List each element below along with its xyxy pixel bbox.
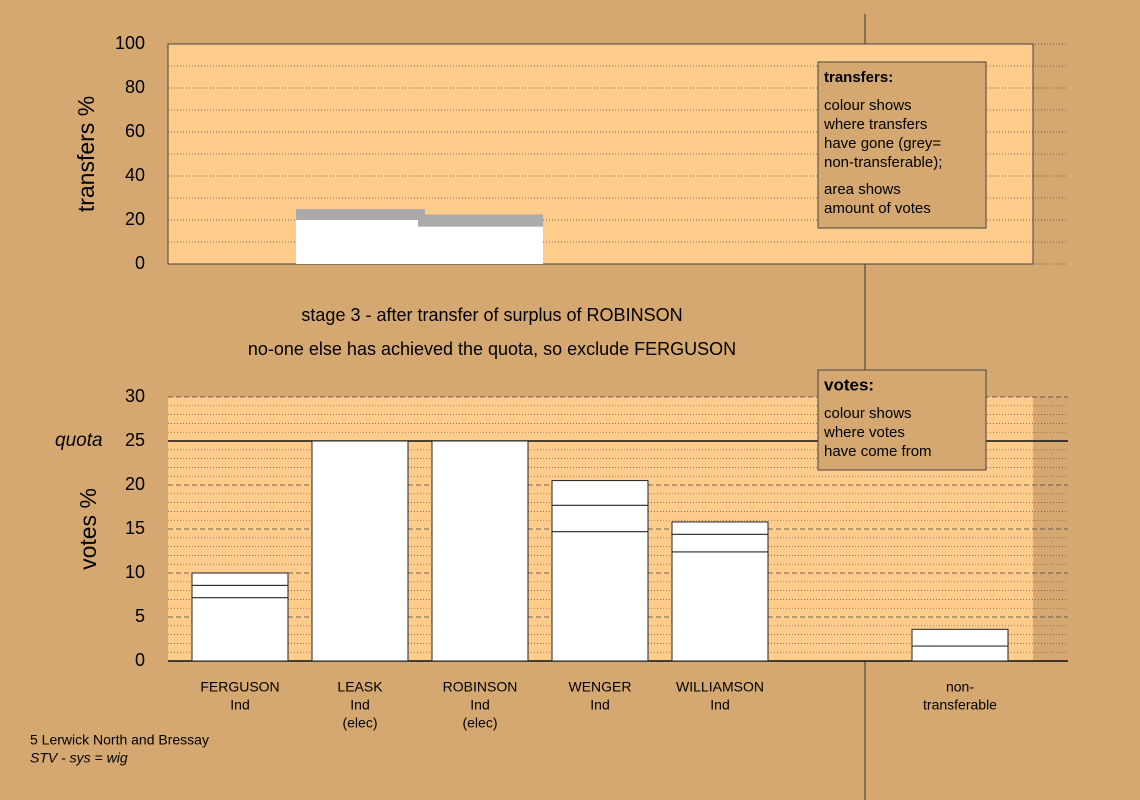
y-tick-label: 10	[125, 562, 145, 582]
footer-system: STV - sys = wig	[30, 750, 128, 766]
bar-segment	[671, 551, 769, 662]
footer-place: 5 Lerwick North and Bressay	[30, 732, 209, 748]
bar-segment	[551, 531, 649, 662]
bar-segment	[431, 440, 529, 662]
y-tick-label: 15	[125, 518, 145, 538]
bar-segment	[911, 645, 1009, 662]
legend-line: have come from	[824, 443, 932, 460]
bar-segment	[418, 214, 543, 227]
legend-line: where votes	[823, 424, 905, 441]
legend-line: where transfers	[823, 116, 927, 133]
x-tick-label: WILLIAMSON	[676, 679, 764, 695]
quota-label: quota	[55, 430, 103, 451]
bar-segment	[911, 628, 1009, 647]
y-axis-label: transfers %	[73, 96, 99, 212]
bar-segment	[671, 533, 769, 553]
stage-title: stage 3 - after transfer of surplus of R…	[301, 305, 682, 325]
x-tick-label: Ind	[590, 697, 609, 713]
legend-box	[817, 61, 987, 229]
bar-segment	[191, 584, 289, 599]
y-tick-label: 0	[135, 253, 145, 273]
y-tick-label: 25	[125, 430, 145, 450]
bar-segment	[311, 440, 409, 662]
y-tick-label: 60	[125, 121, 145, 141]
bar-segment	[191, 572, 289, 586]
y-tick-label: 40	[125, 165, 145, 185]
legend-line: amount of votes	[824, 200, 931, 217]
y-tick-label: 80	[125, 77, 145, 97]
x-tick-label: WENGER	[569, 679, 632, 695]
stage-subtitle: no-one else has achieved the quota, so e…	[248, 339, 736, 359]
bar-segment	[551, 480, 649, 506]
legend-title: votes:	[824, 375, 874, 394]
x-tick-label: (elec)	[342, 715, 377, 731]
x-tick-label: Ind	[350, 697, 369, 713]
x-tick-label: transferable	[923, 697, 997, 713]
bar-segment	[296, 220, 425, 264]
x-tick-label: LEASK	[337, 679, 383, 695]
x-tick-label: (elec)	[462, 715, 497, 731]
x-tick-label: non-	[946, 679, 974, 695]
legend-line: colour shows	[824, 405, 912, 422]
y-tick-label: 100	[115, 33, 145, 53]
bar-segment	[191, 597, 289, 662]
bar-segment	[418, 226, 543, 264]
y-tick-label: 0	[135, 650, 145, 670]
y-tick-label: 20	[125, 474, 145, 494]
bar-segment	[296, 209, 425, 220]
y-tick-label: 5	[135, 606, 145, 626]
legend-box	[817, 369, 987, 471]
x-tick-label: Ind	[230, 697, 249, 713]
bar-segment	[671, 521, 769, 535]
legend-line: colour shows	[824, 97, 912, 114]
y-tick-label: 20	[125, 209, 145, 229]
y-axis-label: votes %	[75, 488, 101, 570]
x-tick-label: Ind	[710, 697, 729, 713]
legend-line: have gone (grey=	[824, 135, 941, 152]
legend-title: transfers:	[824, 69, 893, 86]
legend-line: non-transferable);	[824, 154, 942, 171]
y-tick-label: 30	[125, 386, 145, 406]
bar-segment	[551, 504, 649, 533]
x-tick-label: Ind	[470, 697, 489, 713]
legend-line: area shows	[824, 181, 901, 198]
x-tick-label: FERGUSON	[200, 679, 279, 695]
x-tick-label: ROBINSON	[443, 679, 518, 695]
